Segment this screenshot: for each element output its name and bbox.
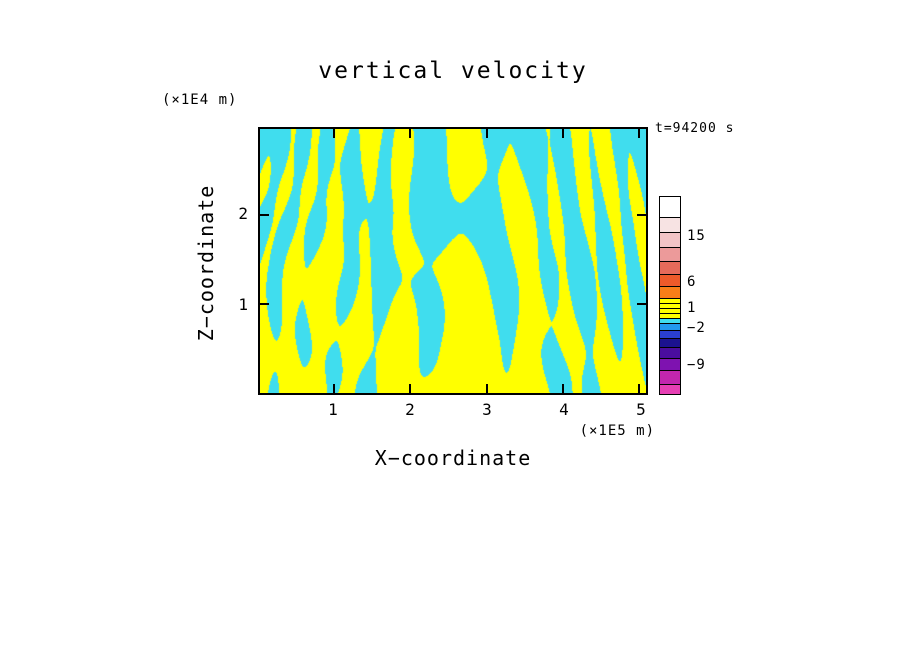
colorbar-segment — [660, 384, 680, 394]
x-tick-label: 4 — [559, 400, 569, 419]
colorbar-segment — [660, 347, 680, 358]
axis-tick — [409, 129, 411, 138]
colorbar-segment — [660, 318, 680, 323]
colorbar-tick-label: 15 — [687, 228, 706, 244]
axis-tick — [333, 129, 335, 138]
colorbar-segment — [660, 358, 680, 370]
colorbar-segment — [660, 338, 680, 347]
heatmap-canvas — [260, 129, 646, 393]
x-tick-label: 5 — [636, 400, 646, 419]
axis-tick — [333, 384, 335, 393]
colorbar — [659, 196, 681, 395]
colorbar-tick-label: −9 — [687, 357, 706, 373]
colorbar-segment — [660, 313, 680, 318]
colorbar-segment — [660, 298, 680, 303]
colorbar-tick-label: 1 — [687, 300, 697, 316]
colorbar-segment — [660, 308, 680, 313]
y-tick-label: 1 — [238, 295, 248, 314]
axis-tick — [637, 303, 646, 305]
y-axis-unit-label: (×1E4 m) — [162, 92, 238, 108]
x-tick-label: 2 — [405, 400, 415, 419]
colorbar-segment — [660, 303, 680, 308]
axis-tick — [486, 384, 488, 393]
axis-tick — [637, 214, 646, 216]
axis-tick — [638, 384, 640, 393]
axis-tick — [562, 129, 564, 138]
y-axis-title: Z−coordinate — [194, 184, 218, 342]
colorbar-segment — [660, 274, 680, 286]
axis-tick — [486, 129, 488, 138]
colorbar-segment — [660, 217, 680, 232]
x-axis-unit-label: (×1E5 m) — [579, 423, 655, 439]
x-tick-label: 3 — [482, 400, 492, 419]
colorbar-segment — [660, 323, 680, 330]
colorbar-segment — [660, 232, 680, 247]
colorbar-segment — [660, 370, 680, 384]
axis-tick — [638, 129, 640, 138]
colorbar-tick-label: 6 — [687, 274, 697, 290]
colorbar-segment — [660, 330, 680, 338]
chart-title: vertical velocity — [318, 58, 588, 84]
axis-tick — [260, 303, 269, 305]
heatmap-plot — [258, 127, 648, 395]
colorbar-segment — [660, 247, 680, 261]
x-axis-title: X−coordinate — [374, 446, 532, 470]
colorbar-tick-label: −2 — [687, 320, 706, 336]
colorbar-segment — [660, 197, 680, 217]
y-tick-label: 2 — [238, 204, 248, 223]
timestamp-label: t=94200 s — [655, 121, 735, 136]
axis-tick — [409, 384, 411, 393]
axis-tick — [260, 214, 269, 216]
x-tick-label: 1 — [328, 400, 338, 419]
colorbar-segment — [660, 286, 680, 298]
colorbar-segment — [660, 261, 680, 274]
axis-tick — [562, 384, 564, 393]
